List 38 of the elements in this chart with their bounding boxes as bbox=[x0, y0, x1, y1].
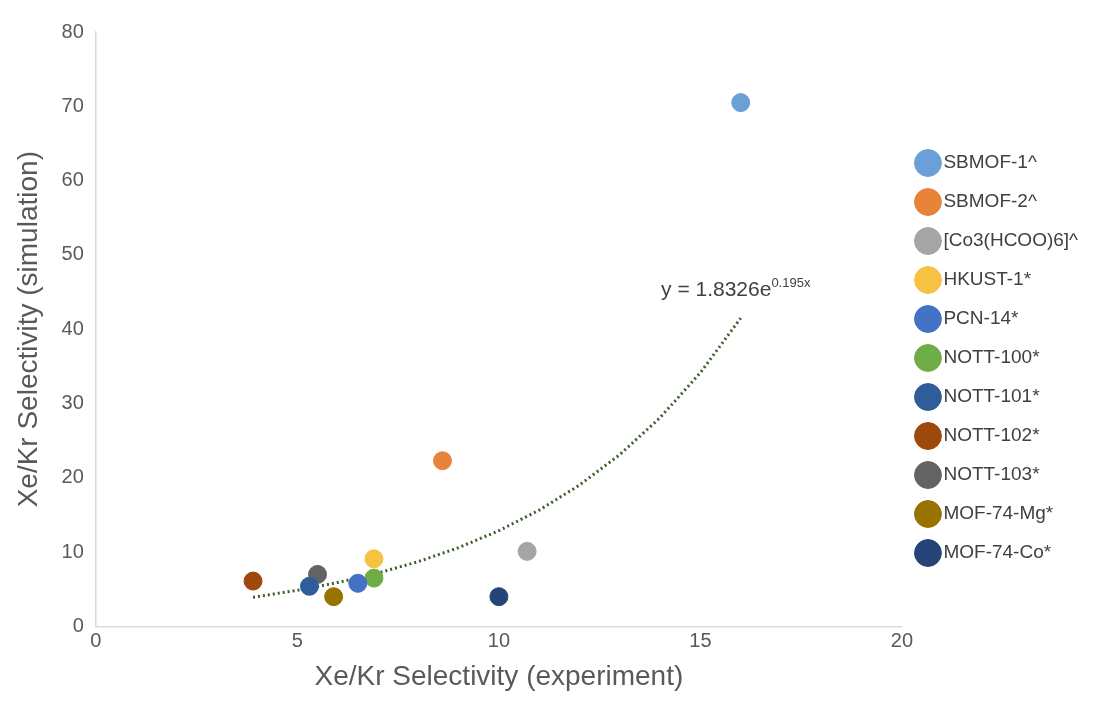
y-tick-label: 80 bbox=[61, 19, 84, 42]
point bbox=[364, 568, 384, 588]
legend-label: NOTT-101* bbox=[943, 385, 1041, 407]
x-tick-label: 15 bbox=[689, 628, 712, 651]
x-tick-label: 10 bbox=[487, 628, 511, 651]
y-tick-label: 70 bbox=[61, 93, 84, 116]
legend-label: MOF-74-Mg* bbox=[943, 502, 1054, 524]
point bbox=[243, 571, 263, 591]
point bbox=[517, 541, 537, 561]
legend-label: PCN-14* bbox=[943, 307, 1020, 329]
point bbox=[364, 549, 384, 569]
legend-label: SBMOF-2^ bbox=[943, 190, 1037, 212]
legend-label: MOF-74-Co* bbox=[943, 541, 1052, 563]
legend-label: NOTT-100* bbox=[943, 346, 1041, 368]
x-tick-label: 20 bbox=[890, 628, 914, 651]
y-tick-label: 60 bbox=[61, 168, 84, 191]
y-tick-label: 50 bbox=[61, 242, 84, 265]
y-tick-label: 20 bbox=[61, 465, 84, 488]
point bbox=[324, 587, 344, 607]
x-axis-title: Xe/Kr Selectivity (experiment) bbox=[314, 659, 684, 691]
x-tick-label: 5 bbox=[291, 628, 303, 651]
y-tick-label: 40 bbox=[61, 316, 84, 339]
legend-label: NOTT-102* bbox=[943, 424, 1041, 446]
y-tick-label: 30 bbox=[61, 391, 84, 414]
y-tick-label: 0 bbox=[72, 613, 84, 636]
point bbox=[731, 93, 751, 113]
legend-label: [Co3(HCOO)6]^ bbox=[943, 229, 1079, 251]
point bbox=[489, 587, 509, 607]
line-series bbox=[251, 316, 743, 599]
point bbox=[348, 573, 368, 593]
legend-label: SBMOF-1^ bbox=[943, 151, 1037, 173]
y-tick-label: 10 bbox=[61, 539, 84, 562]
legend-label: NOTT-103* bbox=[943, 463, 1041, 485]
legend-label: HKUST-1* bbox=[943, 268, 1032, 290]
y-axis-title: Xe/Kr Selectivity (simulation) bbox=[11, 151, 43, 508]
x-tick-label: 0 bbox=[90, 628, 102, 651]
point bbox=[299, 576, 319, 596]
point bbox=[432, 451, 452, 471]
